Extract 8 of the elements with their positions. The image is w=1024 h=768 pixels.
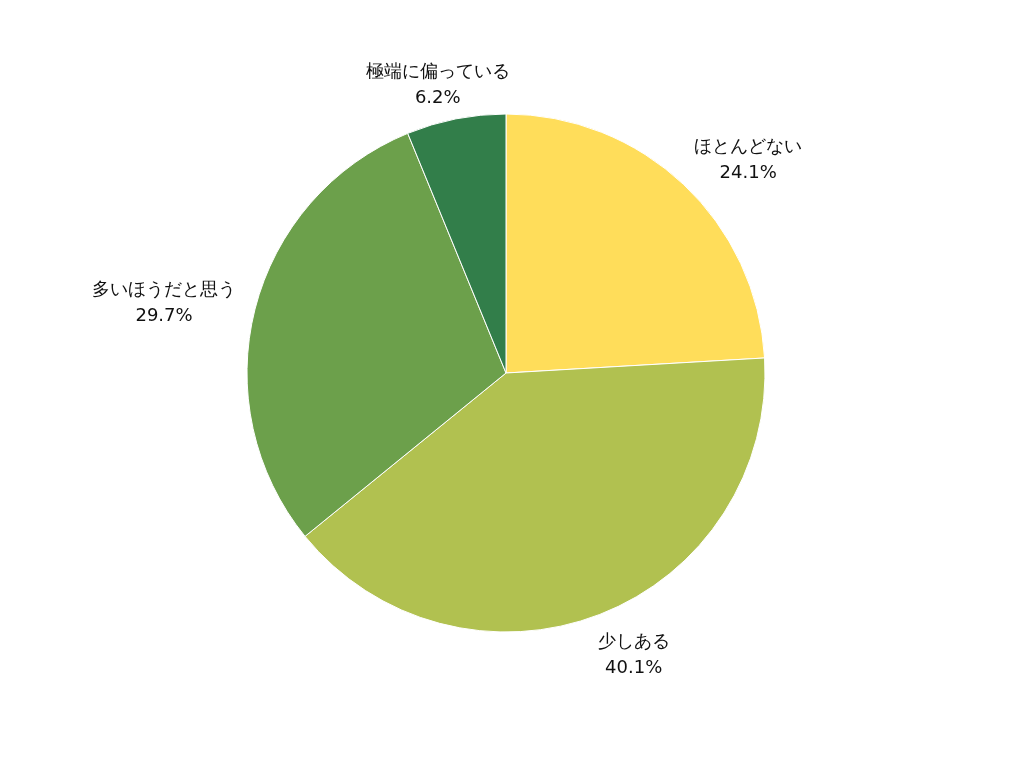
data-label: 6.2% bbox=[414, 85, 461, 107]
slice-label: 多いほうだと思う bbox=[92, 278, 237, 300]
data-label: 24.1% bbox=[719, 161, 777, 183]
slice-label: 極端に偏っている bbox=[365, 59, 510, 81]
data-label: 40.1% bbox=[605, 655, 663, 677]
data-label: 29.7% bbox=[135, 304, 193, 326]
slice-label: ほとんどない bbox=[694, 135, 803, 157]
slice-label: 少しある bbox=[597, 629, 670, 651]
